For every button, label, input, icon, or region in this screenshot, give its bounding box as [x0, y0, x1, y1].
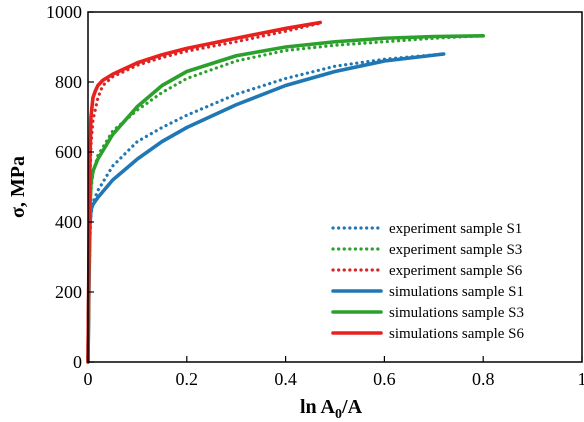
legend-label-1: experiment sample S1: [389, 221, 522, 237]
y-tick-label: 800: [55, 72, 82, 92]
series-line-1: [86, 52, 446, 364]
y-tick-label: 1000: [46, 2, 82, 22]
series-line-3: [86, 21, 322, 364]
x-tick-label: 0.8: [472, 369, 495, 389]
x-axis-label-suffix: /A: [341, 396, 363, 418]
x-tick-label: 1: [578, 369, 584, 389]
y-axis-label: σ, MPa: [7, 156, 29, 218]
x-axis-label-subscript: 0: [335, 407, 342, 422]
x-tick-label: 0: [84, 369, 93, 389]
y-tick-label: 0: [73, 352, 82, 372]
legend-label-3: experiment sample S6: [389, 263, 523, 279]
ticks-layer: [87, 11, 583, 363]
x-tick-label: 0.6: [373, 369, 396, 389]
x-axis-label: ln A0/A: [300, 396, 363, 422]
tick-labels-layer: 0 0.2 0.4 0.6 0.8 1 0 200 400 600 800 1000: [46, 2, 584, 389]
y-tick-label: 600: [55, 142, 82, 162]
series-line-2: [86, 34, 485, 364]
legend-label-6: simulations sample S6: [389, 326, 525, 342]
legend-label-5: simulations sample S3: [389, 305, 524, 321]
legend-label-4: simulations sample S1: [389, 284, 524, 300]
series-layer: [86, 20, 486, 364]
y-tick-label: 200: [55, 282, 82, 302]
plot-frame: [87, 11, 583, 363]
legend: experiment sample S1 experiment sample S3…: [331, 221, 525, 342]
x-tick-label: 0.4: [274, 369, 297, 389]
y-tick-label: 400: [55, 212, 82, 232]
series-line-6: [86, 20, 322, 364]
x-tick-label: 0.2: [176, 369, 199, 389]
legend-label-2: experiment sample S3: [389, 242, 522, 258]
x-axis-label-main: ln A: [300, 396, 336, 418]
